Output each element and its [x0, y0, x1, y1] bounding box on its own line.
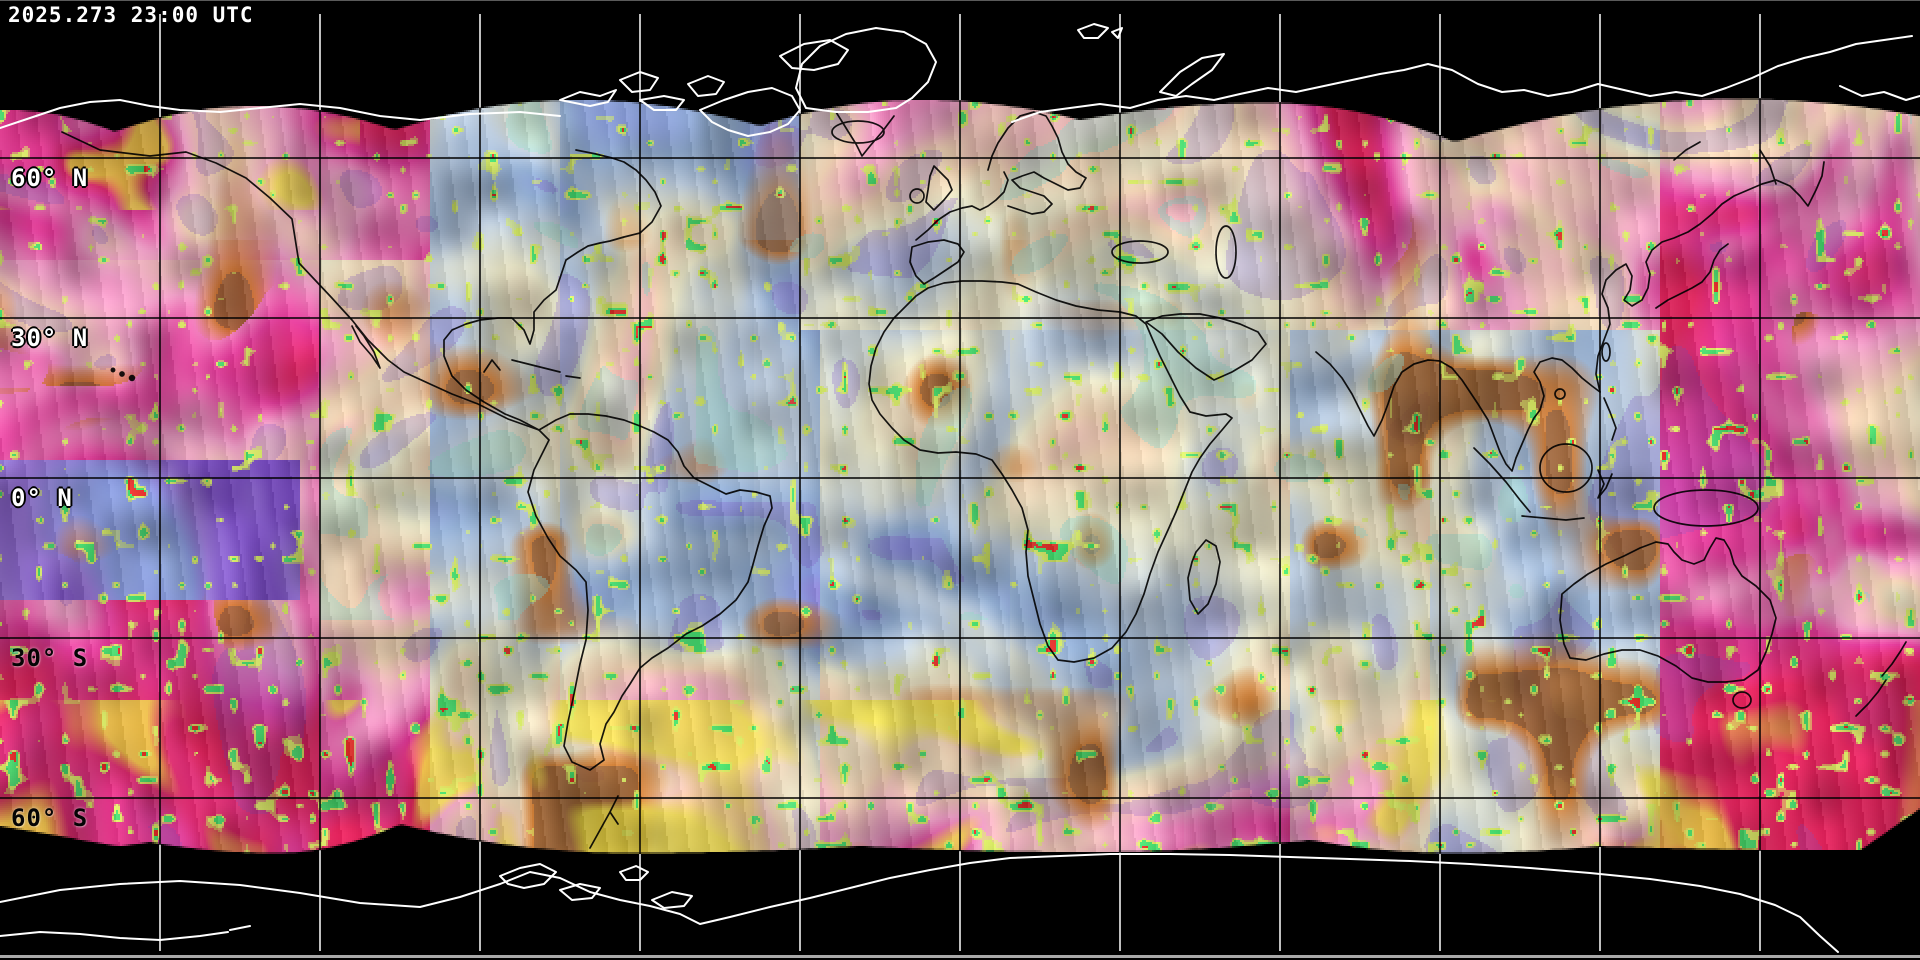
coastline-sulawesi	[1598, 470, 1612, 498]
coastline-iberia	[910, 240, 964, 284]
coastline-hispaniola	[566, 376, 580, 378]
coastline-east-asia	[1596, 162, 1824, 392]
antarctica-island-d	[652, 892, 692, 908]
coastline-north-america-east	[444, 150, 661, 430]
coastline-antarctic-peninsula	[590, 796, 618, 848]
hawaii-island-2	[120, 372, 124, 376]
coastline-new-zealand-south	[1856, 680, 1886, 716]
arctic-chukotka	[1840, 86, 1920, 100]
coastline-britain	[926, 166, 952, 210]
coastline-java	[1522, 516, 1584, 520]
coastline-baja	[352, 326, 380, 368]
coastline-new-guinea	[1654, 490, 1758, 526]
antarctica-island-b	[560, 884, 600, 900]
arctic-siberia-coast	[1012, 36, 1912, 122]
coastline-south-asia	[1316, 352, 1600, 471]
latitude-label-30s: 30° S	[11, 644, 89, 672]
coastline-tasmania	[1733, 692, 1751, 708]
coastline-south-america	[528, 414, 772, 770]
arctic-coast-alaska-canada	[0, 100, 560, 128]
timestamp-label: 2025.273 23:00 UTC	[8, 3, 254, 27]
arctic-island-4	[688, 76, 724, 96]
latitude-label-60s: 60° S	[11, 804, 89, 832]
arctic-greenland	[796, 28, 936, 112]
arctic-baffin	[700, 88, 800, 136]
coastlines-black-layer	[62, 112, 1906, 848]
coastline-cuba	[512, 360, 560, 372]
arctic-novaya-zemlya	[1160, 54, 1224, 96]
latitude-label-30n: 30° N	[11, 324, 89, 352]
arctic-svalbard	[1078, 24, 1122, 38]
coastline-philippines	[1604, 398, 1616, 440]
coastline-iceland	[832, 121, 884, 143]
black-sea	[1112, 241, 1168, 263]
coastline-new-zealand-north	[1882, 642, 1906, 676]
hawaii-island-1	[111, 368, 114, 371]
coastline-africa	[869, 281, 1232, 662]
coastline-borneo	[1540, 444, 1592, 492]
coastline-france-lowlands	[916, 172, 1008, 240]
antarctica-island-a	[500, 864, 556, 888]
coastline-sumatra	[1474, 448, 1530, 512]
coastline-arabia	[1146, 314, 1266, 380]
arctic-ellesmere	[780, 40, 848, 70]
coastline-greenland-south-tip	[836, 112, 894, 156]
arctic-island-2	[620, 72, 658, 92]
coastline-yucatan	[484, 360, 500, 372]
coastlines-polar-white-layer	[0, 24, 1920, 952]
antarctica-main-coast	[0, 854, 1838, 952]
arctic-island-1	[560, 90, 616, 106]
antarctica-inner-coast	[0, 926, 250, 940]
coastline-hainan	[1555, 389, 1565, 399]
coastline-north-america-west	[62, 132, 539, 430]
coastline-scandinavia	[988, 112, 1086, 214]
latitude-label-0n: 0° N	[11, 484, 73, 512]
arctic-island-3	[640, 96, 684, 110]
top-border-line	[0, 0, 1920, 1]
antarctica-island-c	[620, 866, 648, 880]
coastline-ireland	[910, 189, 924, 203]
coastline-kamchatka-baikal	[1674, 142, 1776, 184]
latitude-label-60n: 60° N	[11, 164, 89, 192]
coastline-taiwan	[1602, 343, 1610, 361]
hawaii-island-3	[130, 376, 135, 381]
bottom-border-line	[0, 955, 1920, 958]
graticule-lines-layer	[0, 14, 1920, 951]
caspian-sea	[1216, 226, 1236, 278]
coastline-australia	[1560, 538, 1776, 682]
coastline-japan	[1656, 244, 1728, 308]
coastline-madagascar	[1188, 540, 1220, 614]
